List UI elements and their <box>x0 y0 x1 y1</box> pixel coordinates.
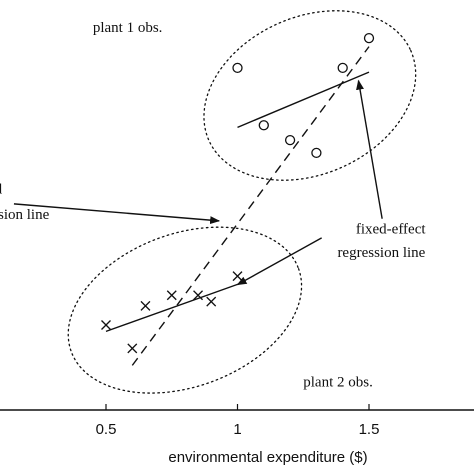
plant-1-point <box>311 147 322 159</box>
plant-2-point <box>206 296 217 307</box>
plant-1-point <box>363 32 375 44</box>
plant-2-point <box>101 320 111 330</box>
data-points <box>101 32 375 354</box>
plant-1-point <box>258 120 269 131</box>
annotation-arrow <box>13 203 221 225</box>
annotation-label: fixed-effect <box>356 222 427 238</box>
plant-2-point <box>193 290 204 301</box>
group-ellipses <box>67 10 417 394</box>
plant-2-point <box>232 271 243 282</box>
annotation-arrows <box>13 79 383 286</box>
x-axis-label: environmental expenditure ($) <box>168 449 367 466</box>
plant-2-point <box>166 290 177 301</box>
plant-1-point <box>337 62 348 74</box>
plant-2-point <box>140 300 151 311</box>
plant-2-point <box>127 343 138 354</box>
fixed-effect-regression-line <box>237 71 370 129</box>
annotation-label: regression line <box>0 207 50 223</box>
annotation-label: plant 1 obs. <box>93 20 163 36</box>
annotation-label: plant 2 obs. <box>303 375 373 391</box>
plant-1-ellipse <box>203 10 417 181</box>
plant-1-point <box>284 134 296 146</box>
fixed-effect-regression-line <box>105 281 243 333</box>
annotations: plant 1 obs. pooled regression line fixed-e… <box>0 20 426 391</box>
annotation-label: pooled <box>0 181 3 197</box>
x-axis-ticks: 0.5 1 1.5 <box>96 404 380 438</box>
plant-2-ellipse <box>67 226 303 394</box>
regression-lines <box>105 46 370 366</box>
x-tick-label: 0.5 <box>96 421 117 438</box>
pooled-regression-line <box>131 46 370 366</box>
annotation-label: regression line <box>337 245 425 261</box>
x-tick-label: 1 <box>233 421 241 438</box>
annotation-arrow <box>236 237 322 286</box>
x-tick-label: 1.5 <box>359 421 380 438</box>
plant-1-point <box>232 62 243 74</box>
annotation-arrow <box>356 79 383 219</box>
